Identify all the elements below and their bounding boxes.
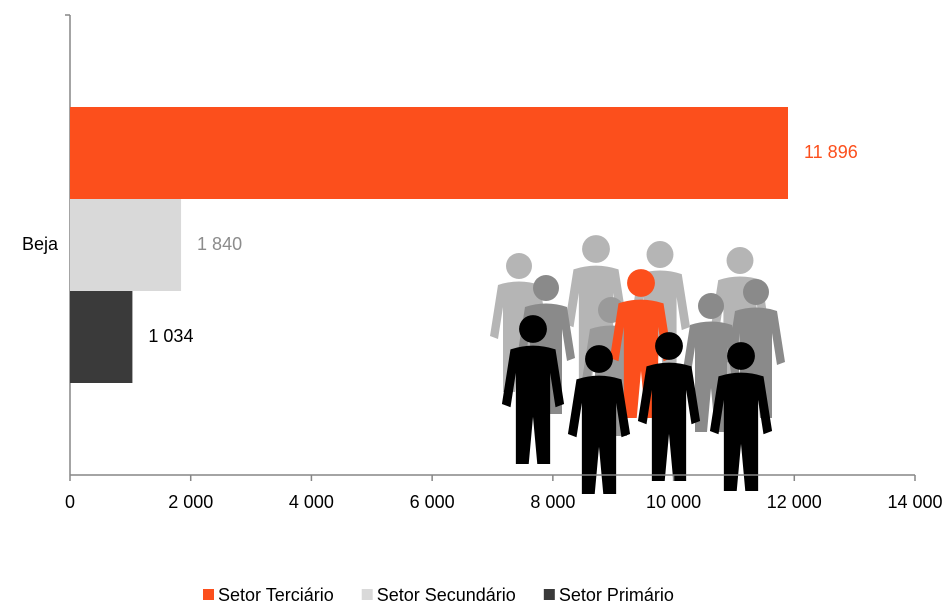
x-tick-label: 0 bbox=[65, 492, 75, 512]
bar bbox=[70, 291, 132, 383]
page: 0 2 000 4 000 6 000 8 000 10 000 12 000 14 000 B… bbox=[0, 0, 952, 605]
x-tick-label: 12 000 bbox=[767, 492, 822, 512]
x-tick-label: 8 000 bbox=[530, 492, 575, 512]
x-tick-label: 10 000 bbox=[646, 492, 701, 512]
bar bbox=[70, 199, 181, 291]
y-tick-label: Beja bbox=[22, 234, 59, 254]
x-tick-label: 6 000 bbox=[410, 492, 455, 512]
value-label: 11 896 bbox=[804, 142, 858, 162]
value-label: 1 034 bbox=[148, 326, 193, 346]
bar bbox=[70, 107, 788, 199]
legend-swatch bbox=[203, 589, 214, 600]
legend-label: Setor Terciário bbox=[218, 585, 334, 605]
legend-swatch bbox=[362, 589, 373, 600]
legend-label: Setor Primário bbox=[559, 585, 674, 605]
x-tick-label: 4 000 bbox=[289, 492, 334, 512]
legend-label: Setor Secundário bbox=[377, 585, 516, 605]
x-tick-label: 2 000 bbox=[168, 492, 213, 512]
legend-swatch bbox=[544, 589, 555, 600]
value-label: 1 840 bbox=[197, 234, 242, 254]
chart: 0 2 000 4 000 6 000 8 000 10 000 12 000 14 000 B… bbox=[0, 0, 952, 605]
x-tick-label: 14 000 bbox=[887, 492, 942, 512]
illustration bbox=[490, 235, 785, 494]
